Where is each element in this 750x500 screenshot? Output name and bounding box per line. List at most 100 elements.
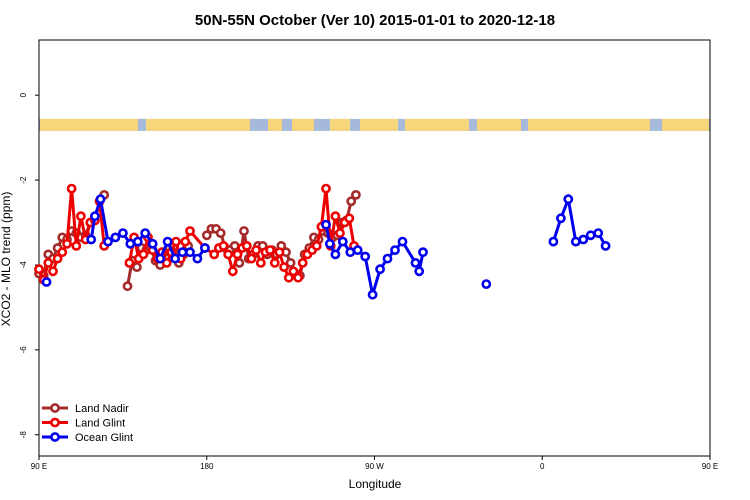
legend-label: Land Glint xyxy=(75,418,125,430)
y-tick-label: -6 xyxy=(19,346,28,354)
data-point xyxy=(593,228,604,238)
data-point xyxy=(185,247,195,258)
data-point xyxy=(162,236,173,247)
data-point xyxy=(239,226,249,236)
data-point xyxy=(199,243,210,253)
y-tick-label: -8 xyxy=(19,431,28,439)
legend-item: Land Glint xyxy=(42,418,125,430)
data-point xyxy=(43,257,54,268)
land-band xyxy=(477,118,521,131)
legend-marker xyxy=(50,417,60,428)
y-tick-label: 0 xyxy=(19,92,28,97)
land-band xyxy=(405,118,469,131)
data-point xyxy=(578,234,589,245)
data-point xyxy=(346,196,357,207)
data-point xyxy=(251,245,261,255)
land-band xyxy=(360,118,398,131)
legend-label: Ocean Glint xyxy=(75,432,133,444)
data-point xyxy=(118,228,128,238)
legend-item: Ocean Glint xyxy=(42,432,133,444)
data-point xyxy=(410,257,421,268)
data-point xyxy=(209,249,220,260)
data-point xyxy=(138,249,149,260)
data-point xyxy=(285,257,296,268)
legend-item: Land Nadir xyxy=(42,403,129,415)
data-point xyxy=(52,253,63,264)
data-point xyxy=(344,213,355,224)
data-point xyxy=(131,262,142,272)
data-point xyxy=(185,226,195,236)
data-point xyxy=(367,289,378,300)
data-point xyxy=(86,234,97,245)
data-point xyxy=(241,240,252,251)
series-layer xyxy=(34,183,611,300)
data-point xyxy=(155,253,166,264)
data-point xyxy=(125,238,136,249)
data-point xyxy=(66,183,77,194)
data-point xyxy=(269,257,280,268)
data-point xyxy=(215,228,226,238)
data-point xyxy=(321,219,331,230)
data-point xyxy=(122,281,133,292)
data-point xyxy=(600,240,611,251)
data-point xyxy=(192,253,203,264)
data-point xyxy=(41,277,52,287)
data-point xyxy=(71,240,82,251)
data-point xyxy=(283,272,294,283)
data-point xyxy=(265,245,275,255)
data-point xyxy=(57,247,68,258)
x-tick-label: 90 E xyxy=(702,462,718,471)
data-point xyxy=(227,266,238,277)
data-point xyxy=(293,272,303,283)
data-point xyxy=(223,249,234,260)
x-tick-label: 180 xyxy=(200,462,214,471)
data-point xyxy=(140,228,151,238)
data-point xyxy=(274,247,285,258)
data-point xyxy=(297,257,308,268)
data-point xyxy=(382,253,393,264)
land-band xyxy=(40,118,138,131)
data-point xyxy=(390,245,400,255)
x-tick-label: 0 xyxy=(540,462,545,471)
data-point xyxy=(103,236,113,247)
data-point xyxy=(177,247,188,258)
data-point xyxy=(110,232,121,243)
data-point xyxy=(548,236,559,247)
y-axis-label: XCO2 - MLO trend (ppm) xyxy=(0,192,13,327)
data-point xyxy=(397,236,408,247)
data-point xyxy=(418,247,428,258)
data-point xyxy=(330,211,341,222)
data-point xyxy=(279,262,289,272)
data-point xyxy=(62,238,72,249)
land-band xyxy=(268,118,282,131)
data-point xyxy=(563,194,574,205)
data-point xyxy=(201,230,212,241)
data-point xyxy=(321,183,331,194)
data-point xyxy=(481,279,492,289)
data-point xyxy=(414,266,425,277)
x-axis-label: Longitude xyxy=(349,477,402,491)
legend: Land Nadir Land Glint Ocean Glint xyxy=(42,403,133,444)
series-land-glint xyxy=(34,183,359,285)
data-point xyxy=(255,257,266,268)
data-point xyxy=(95,194,106,205)
data-point xyxy=(171,236,181,247)
data-point xyxy=(124,257,135,268)
data-point xyxy=(570,236,581,247)
series-ocean-glint xyxy=(41,193,611,300)
data-point xyxy=(229,240,240,251)
data-point xyxy=(76,211,86,222)
data-point xyxy=(311,240,322,251)
data-point xyxy=(34,264,44,275)
x-tick-label: 90 W xyxy=(365,462,384,471)
data-point xyxy=(352,245,363,255)
data-point xyxy=(90,211,100,222)
y-tick-label: -2 xyxy=(19,176,28,184)
data-point xyxy=(48,266,58,277)
data-point xyxy=(180,236,191,247)
data-point xyxy=(335,228,345,238)
land-ocean-strip xyxy=(39,118,710,131)
chart-title: 50N-55N October (Ver 10) 2015-01-01 to 2… xyxy=(195,12,555,29)
data-point xyxy=(556,213,566,224)
